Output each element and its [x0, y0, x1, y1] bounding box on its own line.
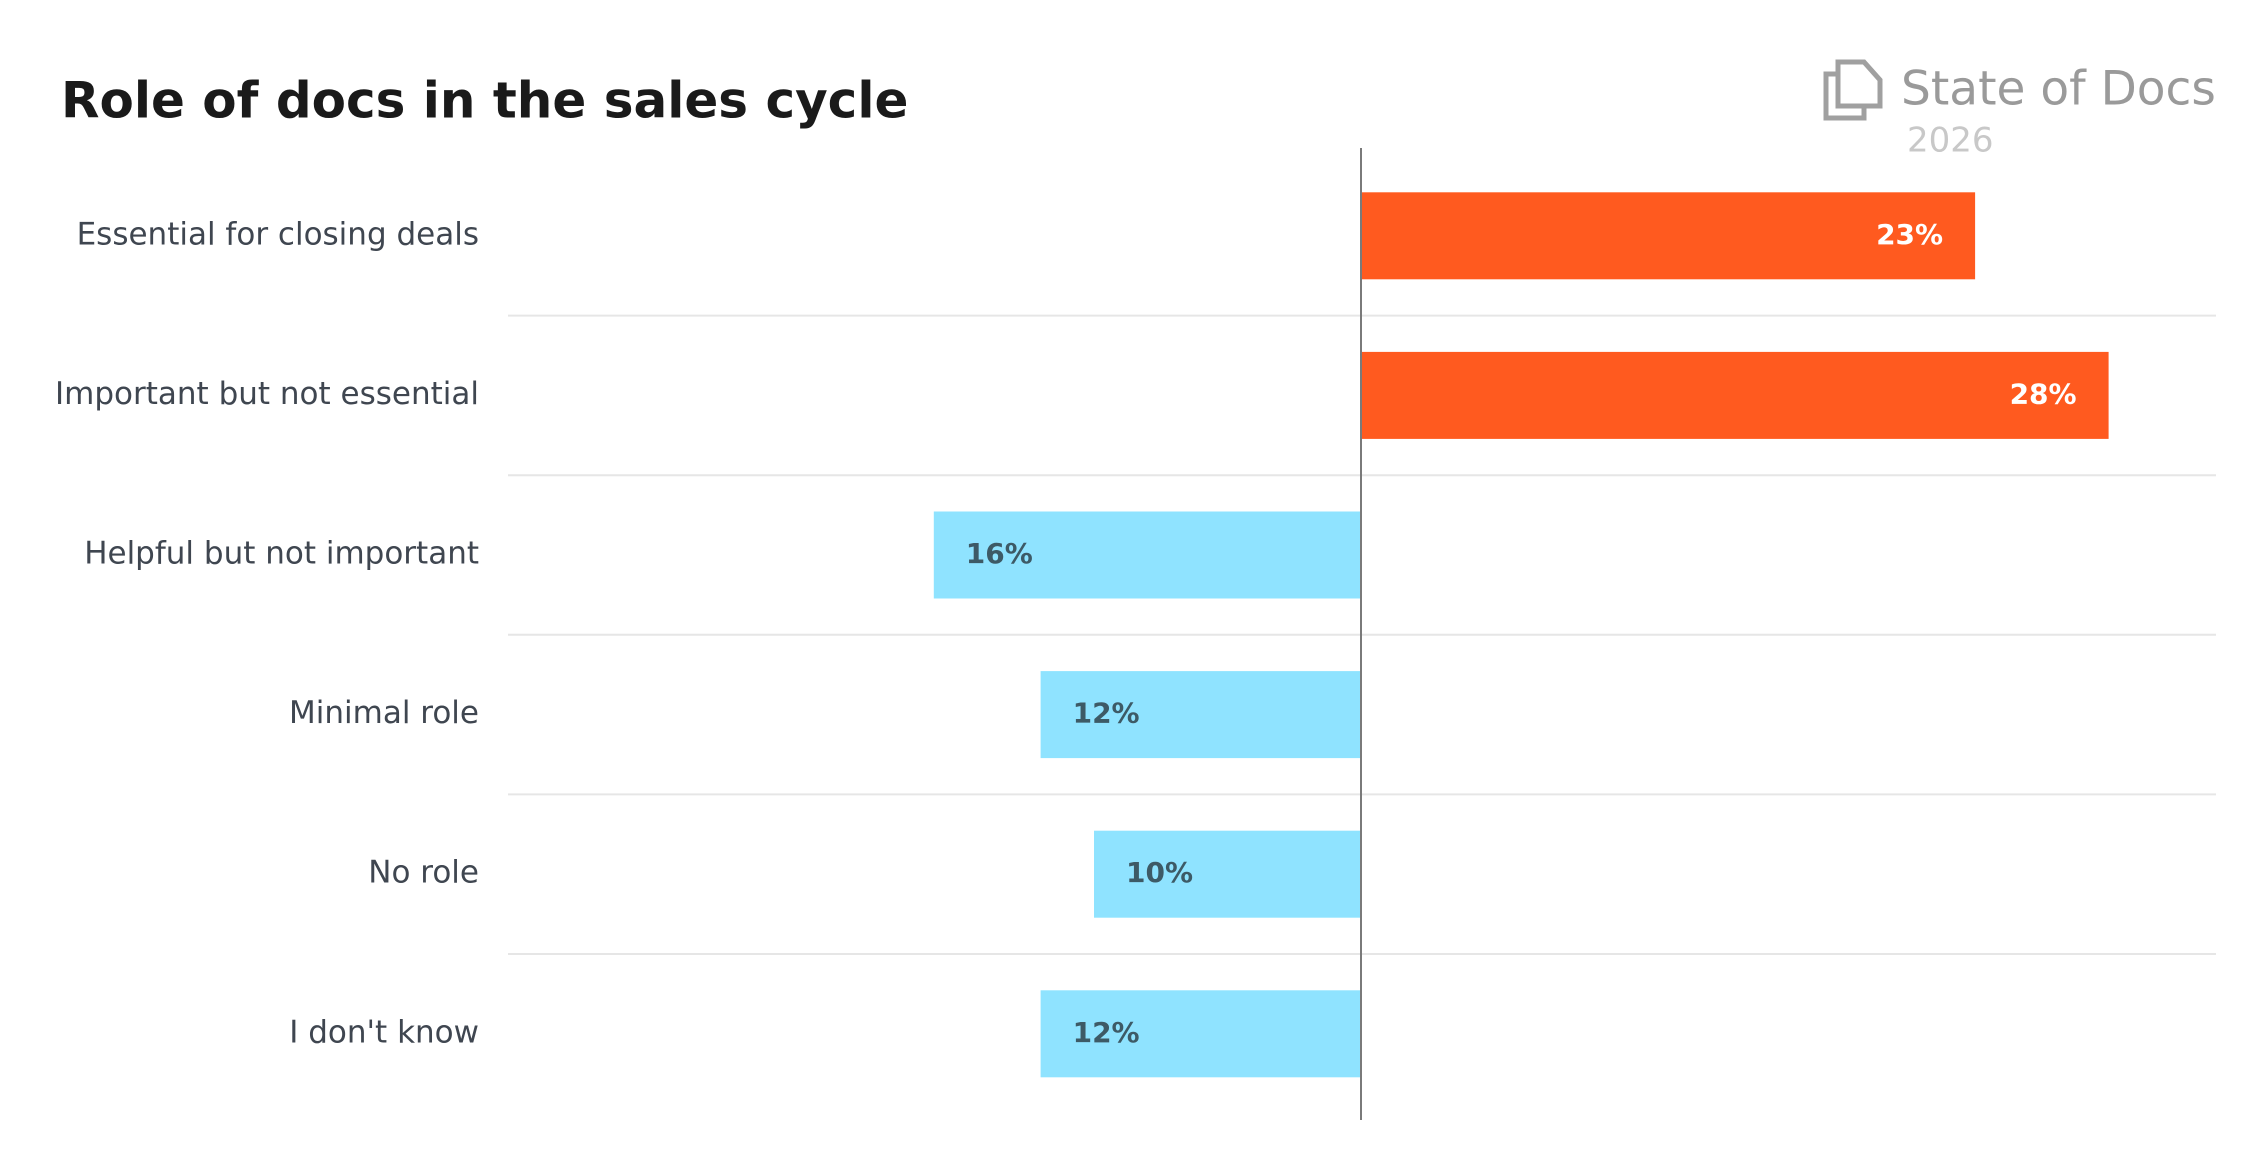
brand-logo — [1823, 59, 1883, 121]
category-label: No role — [368, 855, 479, 891]
category-label: Helpful but not important — [84, 536, 479, 572]
value-label: 28% — [2010, 377, 2077, 410]
value-label: 16% — [966, 537, 1033, 570]
value-label: 12% — [1073, 1016, 1140, 1049]
bar — [1094, 830, 1361, 918]
logo-icon — [1823, 59, 1883, 121]
logo-icon-fold — [1835, 74, 1864, 109]
bar — [1361, 351, 2109, 439]
value-label: 10% — [1126, 856, 1193, 889]
bar — [933, 511, 1361, 599]
category-label: I don't know — [289, 1014, 479, 1050]
bar — [1361, 192, 1976, 280]
bar — [1040, 671, 1361, 759]
chart-title: Role of docs in the sales cycle — [61, 72, 908, 130]
category-label: Minimal role — [289, 695, 479, 731]
value-label: 12% — [1073, 697, 1140, 730]
category-label: Important but not essential — [55, 376, 479, 412]
bar — [1040, 990, 1361, 1078]
brand-name: State of Docs — [1901, 62, 2216, 117]
value-label: 23% — [1876, 218, 1943, 251]
brand-year: 2026 — [1907, 121, 1994, 161]
category-label: Essential for closing deals — [77, 216, 479, 252]
